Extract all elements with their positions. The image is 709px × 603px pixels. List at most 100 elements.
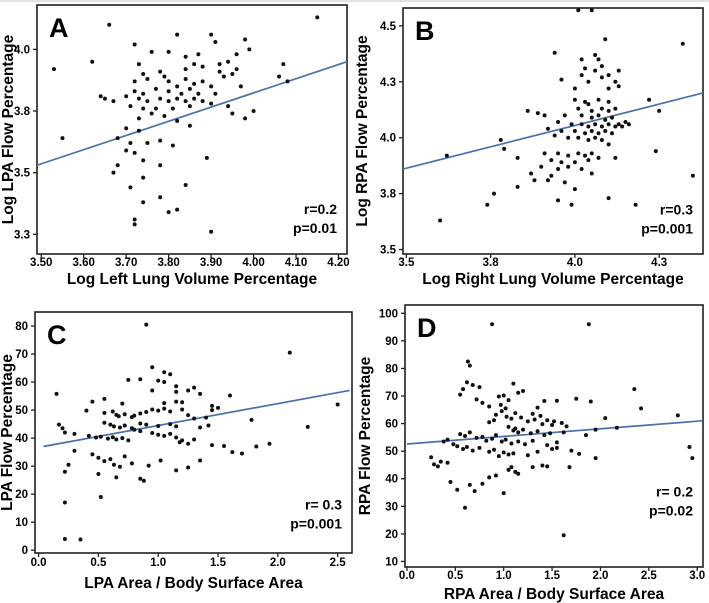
data-point [162,370,167,375]
data-point [506,398,511,403]
data-point [513,426,518,431]
data-point [577,451,582,456]
data-point [525,419,530,424]
data-point [451,442,456,447]
data-point [680,41,685,46]
data-point [569,122,574,127]
data-point [509,465,514,470]
data-point [603,117,608,122]
data-point [647,97,652,102]
data-point [146,463,151,468]
x-tick-label: 0.0 [399,570,415,582]
data-point [204,415,209,420]
data-point [545,178,550,183]
data-point [141,72,146,77]
x-tick-label: 3.80 [157,257,179,269]
data-point [226,104,231,109]
data-point [593,122,598,127]
data-point [530,411,535,416]
data-point [136,62,141,67]
data-point [158,138,163,143]
data-point [633,202,638,207]
data-point [588,399,593,404]
data-point [267,441,272,446]
data-point [487,404,492,409]
data-point [183,76,188,81]
data-point [277,74,282,79]
data-point [493,412,498,417]
data-point [516,430,521,435]
data-point [168,422,173,427]
panel-a: 3.50 3.60 3.70 3.80 3.90 4.00 4.10 4.20 3.3 3.5 3.… [0,2,354,303]
data-point [149,49,154,54]
data-point [192,437,197,442]
data-point [467,482,472,487]
x-tick-label: 4.00 [242,257,264,269]
data-point [455,487,460,492]
data-point [516,471,521,476]
panel-letter: A [49,13,69,43]
data-point [206,423,211,428]
data-point [230,72,235,77]
regression-line [406,419,703,445]
data-point [335,402,340,407]
x-tick-label: 3.50 [30,257,52,269]
data-point [166,49,171,54]
data-point [586,322,591,327]
y-tick-label: 4.3 [380,77,396,89]
plot-border [36,4,348,255]
y-tick-label: 20 [385,529,398,541]
data-point [107,22,112,27]
data-point [554,440,559,445]
data-point [141,158,146,163]
data-point [247,47,252,52]
data-point [429,455,434,460]
data-point [492,418,497,423]
data-point [170,106,175,111]
data-point [599,64,604,69]
data-point [144,322,149,327]
data-point [561,533,566,538]
x-tick-label: 0.0 [31,557,47,569]
data-point [174,424,179,429]
data-point [525,453,530,458]
data-point [180,438,185,443]
data-point [572,97,577,102]
x-tick-label: 1.0 [496,570,512,582]
data-point [596,57,601,62]
y-tick-label: 40 [15,433,28,445]
data-point [102,396,107,401]
data-point [579,122,584,127]
data-point [62,536,67,541]
data-point [675,413,680,418]
data-point [116,414,121,419]
data-point [166,89,171,94]
data-point [545,418,550,423]
x-axis-label: Log Left Lung Volume Percentage [67,271,318,288]
data-point [238,84,243,89]
data-point [287,350,292,355]
scatter-plot-lpa-flow-vs-lpa-area-bsa: 0.0 0.5 1.0 1.5 2.0 2.5 0 10 20 30 40 50 60 70 80 Cr= 0… [0,311,353,592]
data-point [515,155,520,160]
data-point [623,120,628,125]
data-point [499,439,504,444]
data-point [583,66,588,71]
data-point [492,447,497,452]
data-point [136,96,141,101]
x-tick-label: 3.60 [73,257,95,269]
data-point [530,438,535,443]
data-point [492,191,497,196]
data-point [462,505,467,510]
data-point [576,135,581,140]
data-point [162,380,167,385]
data-point [540,422,545,427]
data-point [174,399,179,404]
data-point [632,387,637,392]
data-point [552,133,557,138]
data-point [554,398,559,403]
data-point [589,108,594,113]
scatter-plot-rpa-flow-vs-right-lung-volume: 3.5 3.8 4.0 4.3 3.5 3.8 4.0 4.3 4.5 Br=0.3 p=0.001… [354,7,704,288]
data-point [566,164,571,169]
